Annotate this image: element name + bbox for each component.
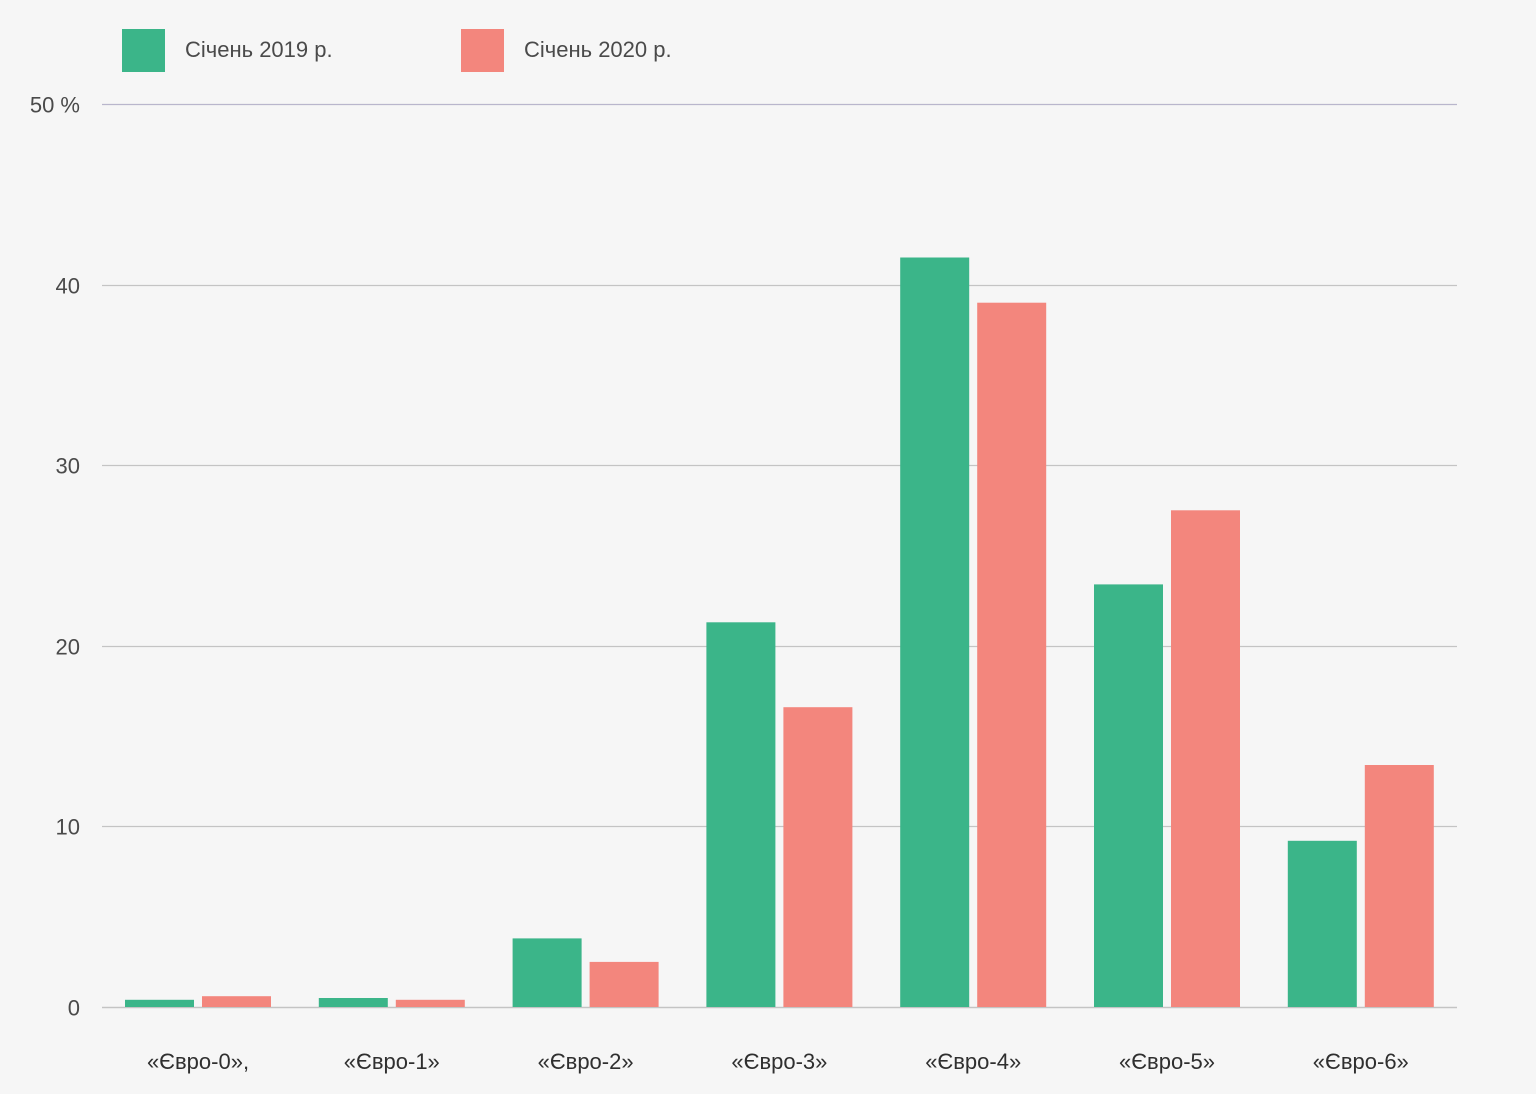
bar-2020 xyxy=(395,999,465,1007)
gridlines xyxy=(102,103,1457,1009)
legend-swatch-2019 xyxy=(122,28,165,72)
y-tick-label: 20 xyxy=(56,635,80,660)
bar-2019 xyxy=(125,999,194,1007)
bar-2020 xyxy=(1171,510,1240,1007)
legend-swatch-2020 xyxy=(461,28,504,72)
bar-2019 xyxy=(1287,840,1357,1007)
bars xyxy=(125,257,1434,1007)
x-category-label: «Євро-2» xyxy=(538,1049,634,1074)
y-tick-label: 40 xyxy=(56,274,80,299)
x-category-label: «Євро-6» xyxy=(1313,1049,1409,1074)
y-tick-label: 50 % xyxy=(30,93,80,118)
bar-2019 xyxy=(900,257,970,1007)
legend-item-2019: Січень 2019 р. xyxy=(122,28,333,72)
y-axis-ticks: 0 10 20 30 40 50 % xyxy=(30,93,80,1021)
bar-2020 xyxy=(783,707,853,1007)
bar-2019 xyxy=(1094,584,1163,1007)
bar-2019 xyxy=(318,998,388,1007)
bar-2020 xyxy=(589,961,659,1007)
x-category-label: «Євро-1» xyxy=(344,1049,440,1074)
bar-2020 xyxy=(1364,765,1434,1007)
chart-legend: Січень 2019 р. Січень 2020 р. xyxy=(0,0,1536,90)
legend-label-2020: Січень 2020 р. xyxy=(524,37,672,62)
bar-2020 xyxy=(202,996,271,1007)
bar-2020 xyxy=(977,302,1047,1007)
legend-label-2019: Січень 2019 р. xyxy=(185,37,333,62)
y-tick-label: 0 xyxy=(68,996,80,1021)
x-axis-labels: «Євро-0», «Євро-1» «Євро-2» «Євро-3» «Євро-4… xyxy=(147,1049,1409,1074)
y-tick-label: 30 xyxy=(56,454,80,479)
x-category-label: «Євро-5» xyxy=(1119,1049,1215,1074)
bar-2019 xyxy=(512,938,582,1007)
legend-item-2020: Січень 2020 р. xyxy=(461,28,672,72)
bar-2019 xyxy=(706,622,776,1007)
x-category-label: «Євро-4» xyxy=(925,1049,1021,1074)
y-tick-label: 10 xyxy=(56,815,80,840)
x-category-label: «Євро-3» xyxy=(731,1049,827,1074)
x-category-label: «Євро-0», xyxy=(147,1049,249,1074)
